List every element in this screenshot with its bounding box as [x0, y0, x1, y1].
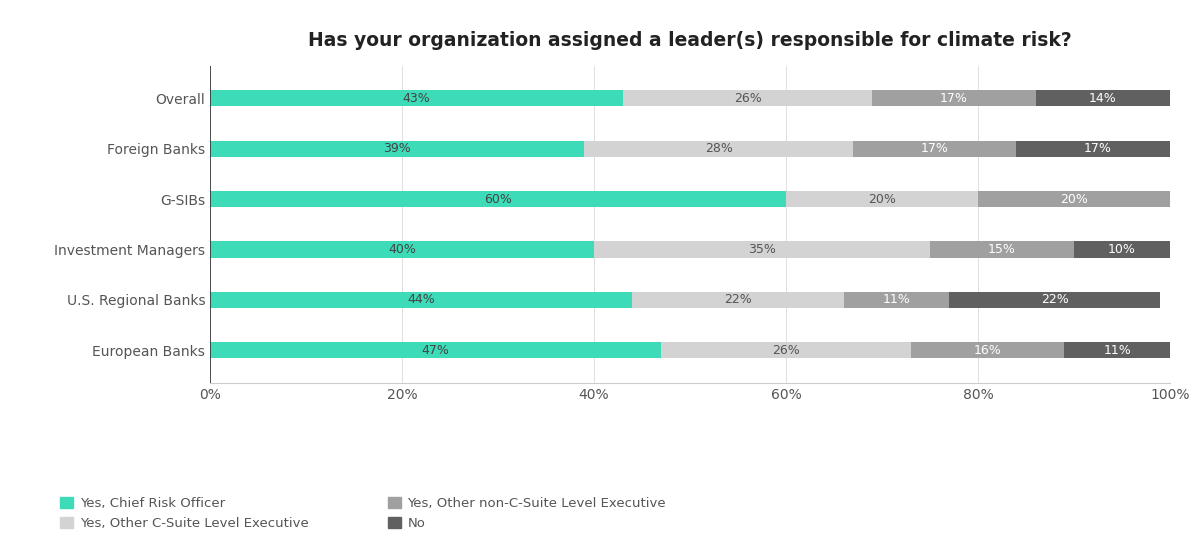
Bar: [1074, 241, 1170, 258]
Text: 22%: 22%: [1040, 293, 1069, 306]
Text: 10%: 10%: [1108, 243, 1136, 256]
Bar: [911, 342, 1064, 358]
Bar: [594, 241, 930, 258]
Text: 39%: 39%: [383, 142, 412, 155]
Title: Has your organization assigned a leader(s) responsible for climate risk?: Has your organization assigned a leader(…: [308, 31, 1072, 50]
Bar: [632, 292, 844, 308]
Text: 43%: 43%: [402, 92, 431, 105]
Text: 44%: 44%: [407, 293, 436, 306]
Text: 35%: 35%: [748, 243, 776, 256]
Bar: [210, 191, 786, 207]
Bar: [210, 90, 623, 107]
Bar: [1016, 141, 1180, 157]
Text: 20%: 20%: [868, 193, 896, 206]
Bar: [853, 141, 1016, 157]
Bar: [844, 292, 949, 308]
Text: 17%: 17%: [1084, 142, 1112, 155]
Text: 15%: 15%: [988, 243, 1016, 256]
Bar: [949, 292, 1160, 308]
Legend: Yes, Chief Risk Officer, Yes, Other C-Suite Level Executive, Yes, Other non-C-Su: Yes, Chief Risk Officer, Yes, Other C-Su…: [54, 492, 671, 535]
Text: 26%: 26%: [772, 344, 800, 357]
Bar: [623, 90, 872, 107]
Bar: [930, 241, 1074, 258]
Bar: [210, 342, 661, 358]
Bar: [1064, 342, 1170, 358]
Text: 17%: 17%: [920, 142, 949, 155]
Bar: [210, 241, 594, 258]
Text: 22%: 22%: [724, 293, 752, 306]
Text: 16%: 16%: [973, 344, 1002, 357]
Text: 47%: 47%: [421, 344, 450, 357]
Text: 20%: 20%: [1060, 193, 1088, 206]
Text: 40%: 40%: [388, 243, 416, 256]
Bar: [872, 90, 1036, 107]
Text: 11%: 11%: [882, 293, 911, 306]
Text: 17%: 17%: [940, 92, 968, 105]
Bar: [661, 342, 911, 358]
Bar: [786, 191, 978, 207]
Text: 11%: 11%: [1103, 344, 1132, 357]
Bar: [210, 292, 632, 308]
Bar: [978, 191, 1170, 207]
Text: 28%: 28%: [704, 142, 733, 155]
Bar: [210, 141, 584, 157]
Bar: [1036, 90, 1170, 107]
Text: 60%: 60%: [484, 193, 512, 206]
Text: 14%: 14%: [1088, 92, 1117, 105]
Text: 26%: 26%: [733, 92, 762, 105]
Bar: [584, 141, 853, 157]
